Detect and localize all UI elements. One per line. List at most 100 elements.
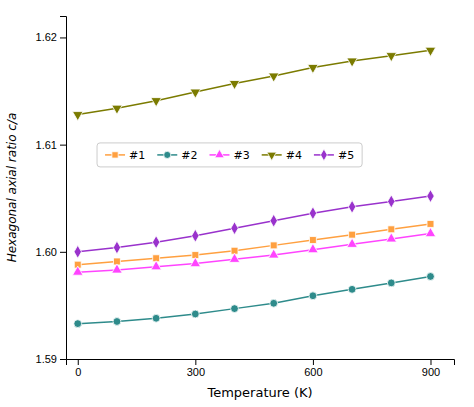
series-marker (309, 292, 317, 300)
series-marker (349, 231, 356, 238)
series-marker (190, 89, 201, 98)
series-line (78, 196, 431, 252)
series-marker (72, 266, 83, 275)
series-marker (152, 314, 160, 322)
series-marker (347, 58, 358, 67)
y-tick-label: 1.59 (36, 353, 57, 365)
x-tick-mark (430, 359, 431, 365)
plot-area: 0 300 600 900 1.59 1.60 1.61 1.62 #1 #2 #3 #4 #5 (36, 17, 455, 378)
series-marker (152, 236, 159, 249)
legend-marker (215, 149, 225, 157)
series-marker (192, 229, 199, 242)
series-marker (74, 245, 81, 258)
series-line (78, 224, 431, 265)
series-marker (270, 299, 278, 307)
x-tick-label: 600 (304, 366, 322, 378)
series-marker (427, 220, 434, 227)
series-marker (112, 105, 123, 114)
legend-marker (321, 149, 328, 161)
y-tick: 1.59 (36, 353, 66, 365)
series-marker (231, 305, 239, 313)
series-marker (270, 242, 277, 249)
series-marker (191, 310, 199, 318)
y-tick-label: 1.61 (36, 139, 57, 151)
y-tick: 1.62 (36, 31, 66, 43)
series-marker (270, 214, 277, 227)
series-line (78, 234, 431, 273)
series-marker (425, 228, 436, 237)
y-tick: 1.60 (36, 246, 66, 258)
series-marker (229, 253, 240, 262)
series-marker (113, 318, 121, 326)
x-tick-label: 900 (422, 366, 440, 378)
y-tick-mark (60, 145, 66, 146)
x-tick: 300 (187, 359, 205, 378)
y-tick-mark (60, 252, 66, 253)
series-marker (388, 195, 395, 208)
legend-item: #1 (105, 149, 145, 162)
series-marker (268, 249, 279, 258)
legend-item: #3 (209, 149, 249, 162)
series-marker (231, 222, 238, 235)
legend-label: #2 (181, 149, 197, 162)
series-marker (112, 264, 123, 273)
series-marker (309, 237, 316, 244)
legend-label: #1 (129, 149, 145, 162)
series-marker (113, 241, 120, 254)
series-marker (425, 47, 436, 56)
legend-label: #3 (233, 149, 249, 162)
y-axis-line (60, 17, 67, 360)
y-tick-mark (60, 37, 66, 38)
series-marker (151, 98, 162, 107)
legend-label: #4 (286, 149, 302, 162)
x-tick-label: 300 (187, 366, 205, 378)
series-marker (386, 233, 397, 242)
series-layer (72, 47, 435, 327)
series-marker (387, 279, 395, 287)
series-marker (427, 273, 435, 281)
series-marker (72, 112, 83, 121)
series-marker (309, 207, 316, 220)
legend-item: #5 (314, 149, 354, 162)
series-marker (74, 320, 82, 328)
x-tick-mark (78, 359, 79, 365)
legend-item: #2 (157, 149, 197, 162)
y-tick-label: 1.62 (36, 31, 57, 43)
series-marker (308, 64, 319, 73)
legend-marker (267, 152, 277, 160)
series-marker (347, 238, 358, 247)
y-tick-mark (60, 359, 66, 360)
y-axis-title: Hexagonal axial ratio c/a (5, 113, 19, 263)
legend-item: #4 (262, 149, 302, 162)
y-axis: 1.59 1.60 1.61 1.62 (36, 17, 67, 366)
y-tick: 1.61 (36, 139, 66, 151)
legend-marker (164, 151, 171, 158)
legend-label: #5 (338, 149, 354, 162)
series-marker (190, 258, 201, 267)
x-tick: 600 (304, 359, 322, 378)
legend: #1 #2 #3 #4 #5 (97, 143, 362, 167)
series-marker (308, 244, 319, 253)
x-tick-label: 0 (75, 366, 81, 378)
legend-marker (112, 152, 118, 158)
x-axis-title: Temperature (K) (206, 385, 312, 400)
x-tick-mark (313, 359, 314, 365)
series-line (78, 50, 431, 114)
y-tick-label: 1.60 (36, 246, 57, 258)
legend-box (97, 143, 362, 167)
x-axis-line (67, 360, 455, 366)
x-tick-mark (195, 359, 196, 365)
series-marker (388, 226, 395, 233)
series-marker (348, 285, 356, 293)
series-marker (386, 53, 397, 62)
x-tick: 0 (75, 359, 81, 378)
series-marker (151, 261, 162, 270)
series-marker (229, 80, 240, 89)
series-line (78, 276, 431, 323)
series-marker (427, 190, 434, 203)
x-tick: 900 (422, 359, 440, 378)
x-axis: 0 300 600 900 (67, 359, 455, 378)
series-marker (268, 73, 279, 82)
chart: 0 300 600 900 1.59 1.60 1.61 1.62 #1 #2 #3 #4 #5 Temp… (0, 0, 474, 407)
series-marker (348, 200, 355, 213)
